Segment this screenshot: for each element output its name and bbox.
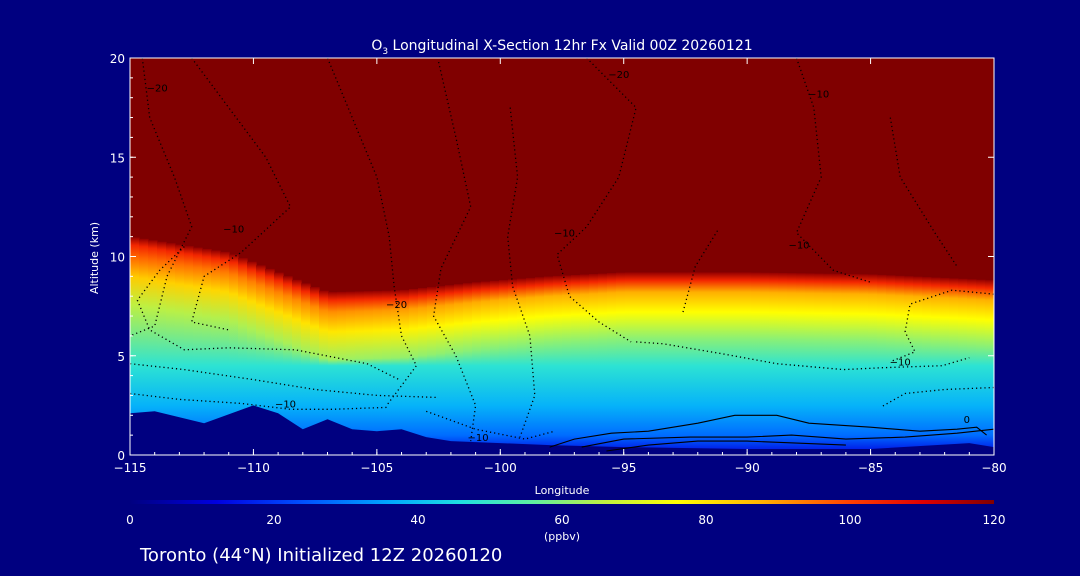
colorbar-ticks: 0 20 40 60 80 100 120 bbox=[126, 513, 1005, 527]
y-tick-label: 20 bbox=[110, 52, 125, 66]
x-tick-label: −110 bbox=[237, 461, 270, 475]
colorbar bbox=[130, 500, 994, 504]
zero-contours bbox=[549, 414, 994, 452]
contour-line bbox=[136, 246, 400, 381]
colorbar-tick-label: 100 bbox=[839, 513, 862, 527]
colorbar-unit: (ppbv) bbox=[544, 530, 580, 543]
zero-contour-line bbox=[549, 414, 987, 448]
footer-location: Toronto (44°N) Initialized 12Z 20260120 bbox=[139, 545, 502, 566]
contour-labels: −20 −20 −10 −10 −10 −10 −20 −10 −10 −10 0 bbox=[147, 70, 970, 444]
y-axis: 0 5 10 15 20 bbox=[110, 52, 994, 463]
contour-label: −10 bbox=[223, 225, 244, 236]
contour-label: −10 bbox=[554, 229, 575, 240]
colorbar-tick-label: 20 bbox=[266, 513, 281, 527]
contour-label: −10 bbox=[468, 433, 489, 444]
colorbar-tick-label: 120 bbox=[983, 513, 1006, 527]
colorbar-tick-label: 0 bbox=[126, 513, 134, 527]
y-axis-title: Altitude (km) bbox=[88, 222, 101, 294]
y-tick-label: 0 bbox=[117, 449, 125, 463]
x-axis: −115 −110 −105 −100 −95 −90 −85 −80 bbox=[114, 58, 1007, 475]
contour-line bbox=[425, 410, 555, 440]
colorbar-tick-label: 60 bbox=[554, 513, 569, 527]
y-tick-label: 10 bbox=[110, 251, 125, 265]
contour-label: −20 bbox=[608, 70, 629, 81]
colorbar-tick-label: 40 bbox=[410, 513, 425, 527]
y-tick-label: 5 bbox=[117, 350, 125, 364]
x-tick-label: −115 bbox=[114, 461, 147, 475]
zero-contour-line bbox=[606, 440, 846, 452]
contour-lines bbox=[130, 58, 994, 442]
contour-label: −10 bbox=[890, 358, 911, 369]
x-tick-label: −95 bbox=[611, 461, 636, 475]
terrain-mask bbox=[130, 405, 994, 455]
ozone-field bbox=[130, 58, 994, 455]
contour-line bbox=[636, 341, 970, 371]
contour-line bbox=[432, 61, 477, 442]
contour-label: −10 bbox=[808, 90, 829, 101]
contour-label: −10 bbox=[275, 399, 296, 410]
y-tick-label: 15 bbox=[110, 151, 125, 165]
contour-line bbox=[889, 117, 958, 267]
x-tick-label: −100 bbox=[484, 461, 517, 475]
x-axis-title: Longitude bbox=[535, 484, 590, 497]
contour-line bbox=[130, 58, 193, 337]
x-tick-label: −85 bbox=[858, 461, 883, 475]
x-tick-label: −105 bbox=[360, 461, 393, 475]
x-tick-label: −80 bbox=[981, 461, 1006, 475]
contour-line bbox=[326, 58, 418, 406]
contour-label: 0 bbox=[964, 415, 970, 426]
contour-label: −20 bbox=[386, 300, 407, 311]
plot-area bbox=[130, 58, 994, 455]
contour-line bbox=[130, 363, 437, 399]
contour-label: −20 bbox=[147, 84, 168, 95]
colorbar-tick-label: 80 bbox=[698, 513, 713, 527]
chart-title: O3 Longitudinal X-Section 12hr Fx Valid … bbox=[371, 38, 752, 57]
x-tick-label: −90 bbox=[734, 461, 759, 475]
zero-contour-line bbox=[581, 428, 994, 448]
contour-label: −10 bbox=[788, 241, 809, 252]
contour-line bbox=[190, 58, 292, 331]
contour-line bbox=[682, 230, 719, 313]
